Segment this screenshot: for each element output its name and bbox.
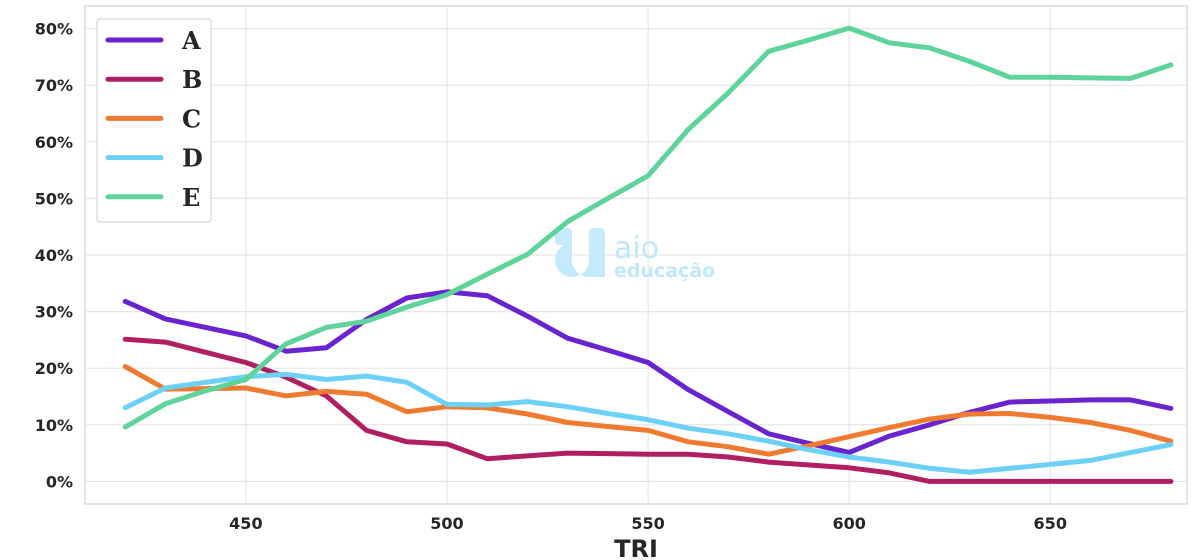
y-tick-label: 30% [35, 303, 73, 322]
series-line-e [122, 25, 1174, 430]
series-line-b [122, 336, 1174, 484]
x-tick-label: 600 [832, 514, 865, 533]
series-line-a [122, 289, 1174, 455]
watermark-line1: aio [614, 231, 659, 266]
x-tick-labels: 450 500 550 600 650 [229, 514, 1067, 533]
watermark: aio educação [555, 228, 715, 282]
watermark-line2: educação [614, 260, 715, 282]
y-tick-label: 50% [35, 189, 73, 208]
y-tick-label: 10% [35, 416, 73, 435]
y-tick-label: 60% [35, 133, 73, 152]
legend-label-d: D [182, 144, 203, 173]
y-tick-label: 0% [46, 472, 73, 491]
watermark-logo-icon [555, 228, 605, 277]
y-tick-label: 20% [35, 359, 73, 378]
legend-label-c: C [182, 104, 201, 133]
series-lines [122, 25, 1174, 484]
y-tick-label: 70% [35, 76, 73, 95]
y-tick-label: 40% [35, 246, 73, 265]
y-tick-label: 80% [35, 20, 73, 39]
x-tick-label: 500 [430, 514, 463, 533]
x-tick-label: 450 [229, 514, 262, 533]
x-axis-title: TRI [614, 535, 658, 560]
x-tick-label: 650 [1034, 514, 1067, 533]
y-tick-labels: 0% 10% 20% 30% 40% 50% 60% 70% 80% [35, 20, 73, 492]
x-tick-label: 550 [631, 514, 664, 533]
legend-label-e: E [182, 183, 200, 212]
legend-label-a: A [181, 26, 201, 55]
series-line-c [122, 364, 1174, 457]
legend-label-b: B [182, 65, 202, 94]
series-line-d [122, 371, 1174, 475]
